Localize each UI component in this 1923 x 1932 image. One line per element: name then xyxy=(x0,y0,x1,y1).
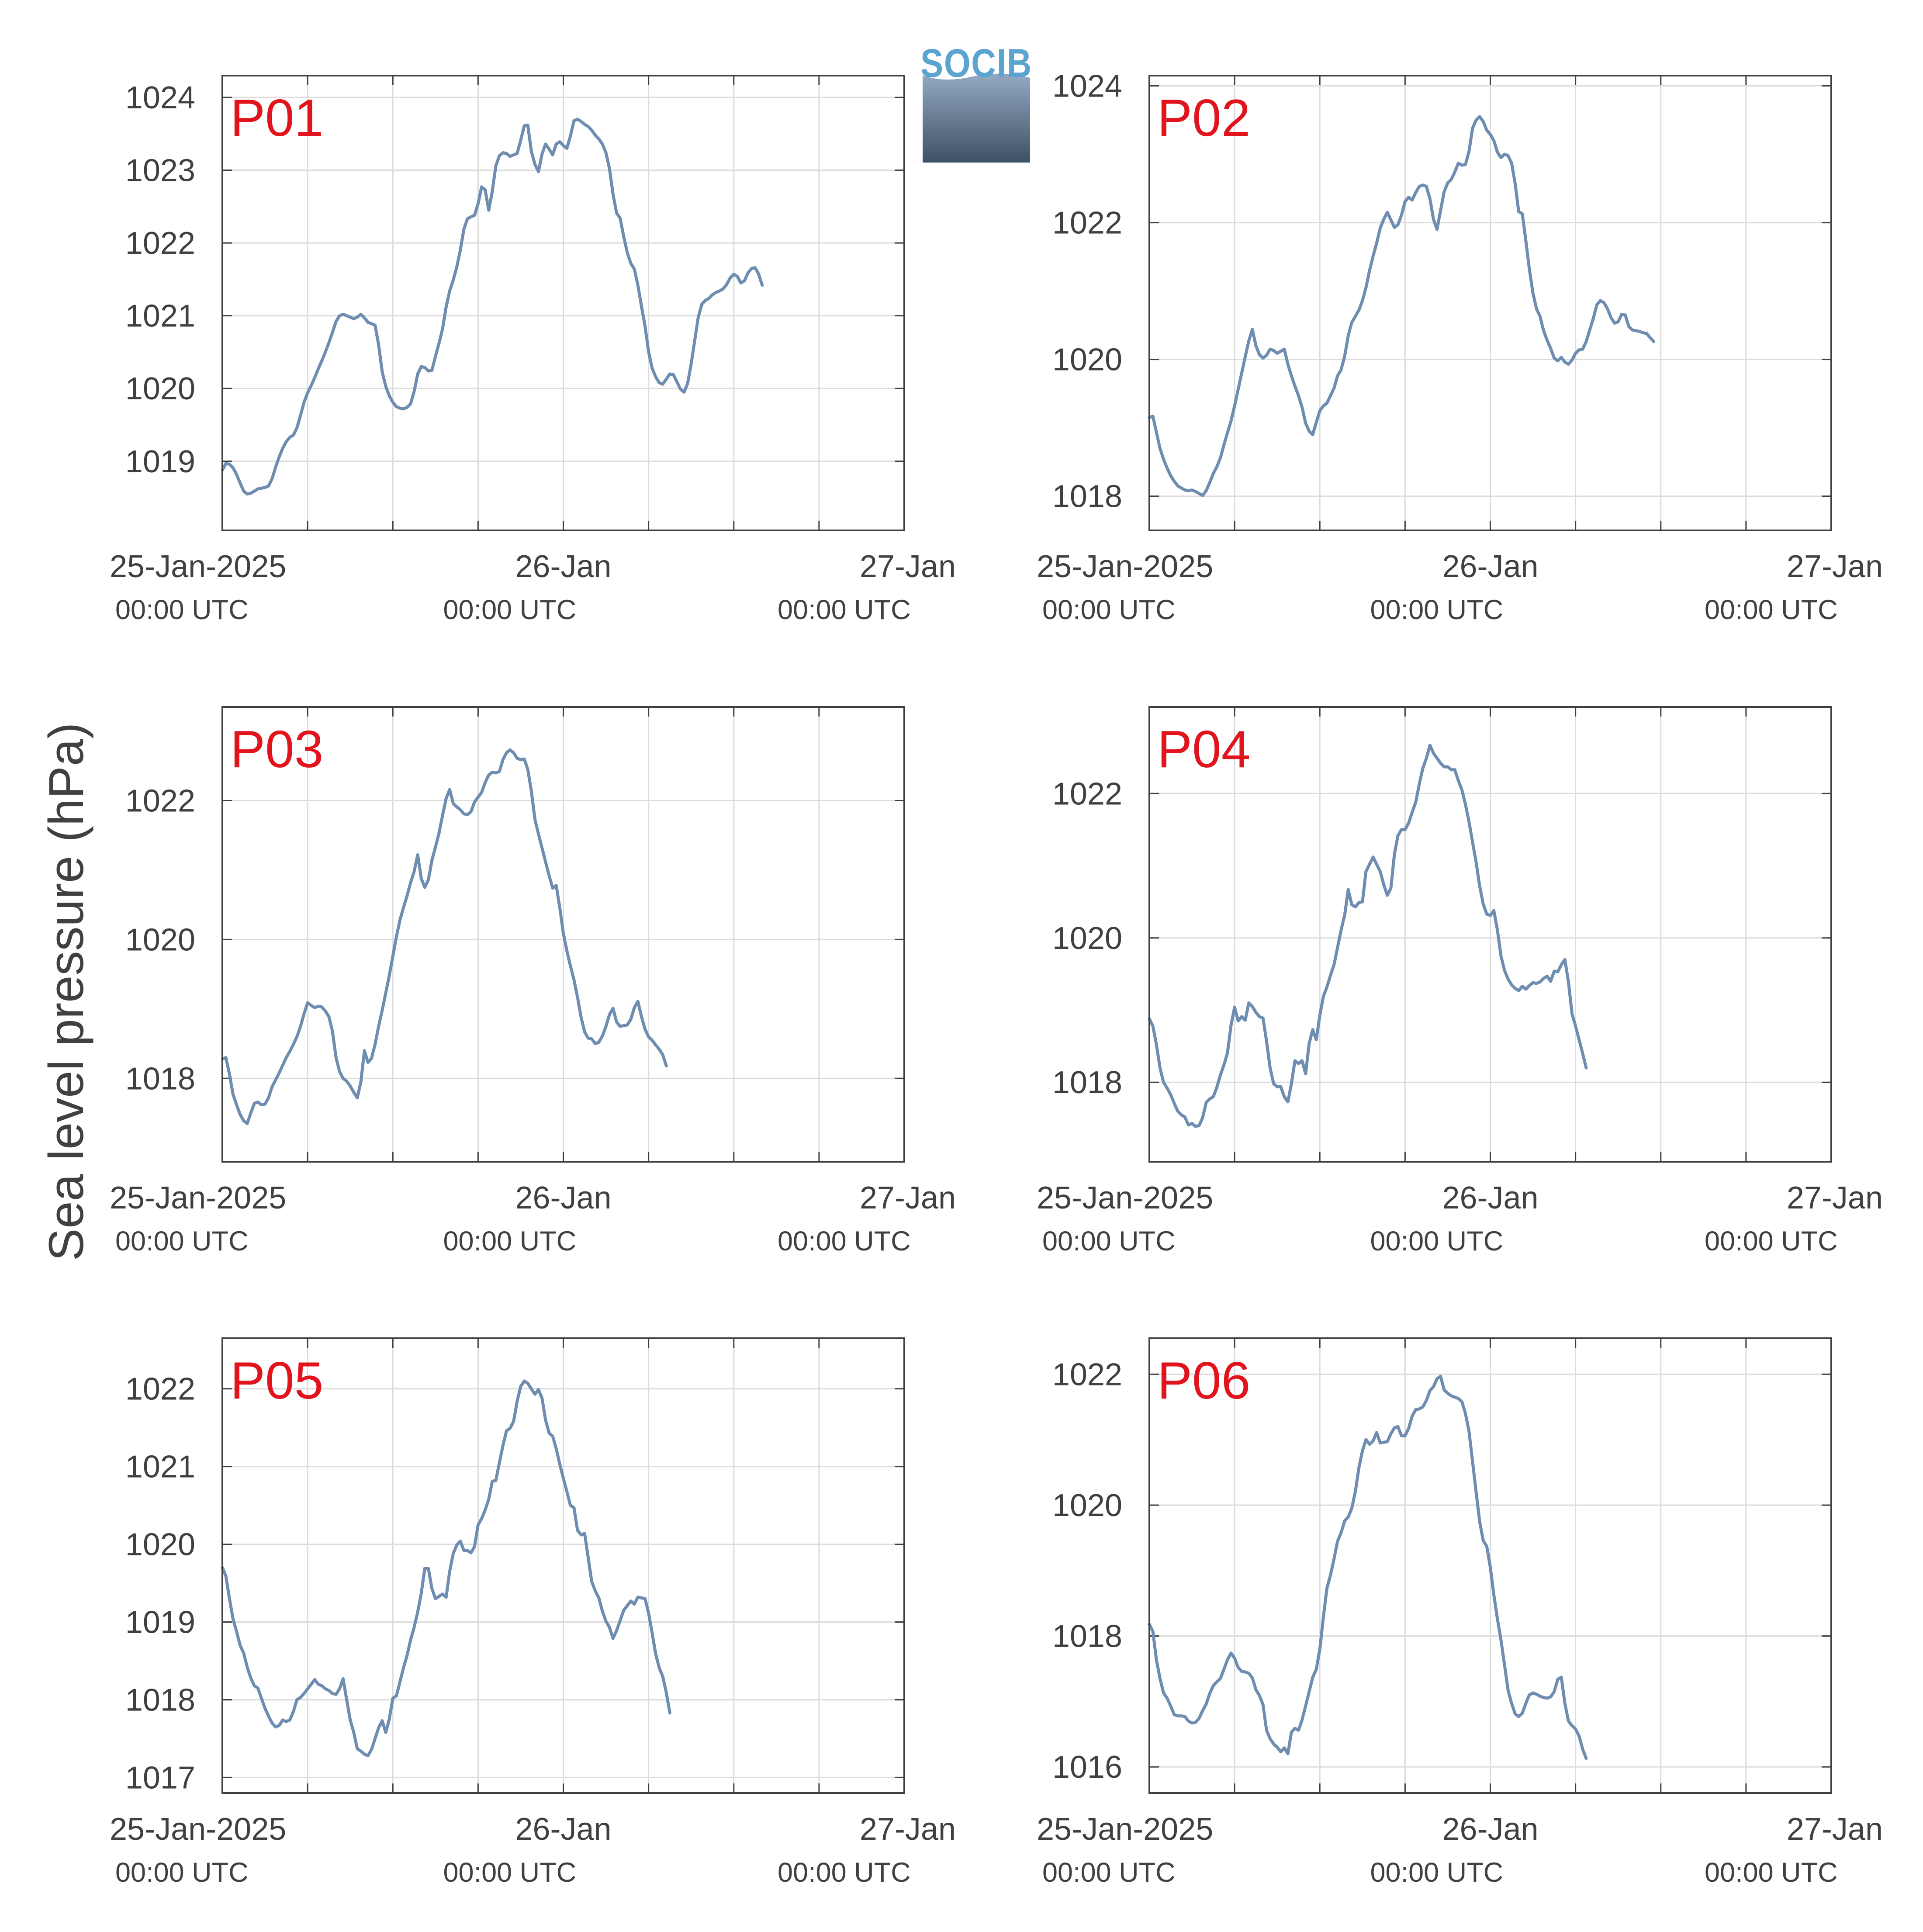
x-tick-label-date: 25-Jan-2025 xyxy=(110,1181,286,1215)
x-tick-label-time: 00:00 UTC xyxy=(443,1857,577,1888)
plot-frame xyxy=(1148,75,1832,531)
chart-panel-p05: 1017 1018 1019 1020 1021 1022 P05 25-Jan-2025 00… xyxy=(110,1337,956,1888)
x-tick-label-time: 00:00 UTC xyxy=(1705,595,1838,625)
y-tick-label: 1022 xyxy=(1052,1357,1122,1392)
pressure-series-line xyxy=(221,118,764,496)
x-tick-label-date: 27-Jan xyxy=(1787,549,1883,584)
plot-frame xyxy=(221,1337,905,1794)
y-tick-label: 1024 xyxy=(125,80,195,115)
x-tick-label-date: 25-Jan-2025 xyxy=(110,1812,286,1847)
x-tick-label-date: 25-Jan-2025 xyxy=(1037,1181,1213,1215)
x-tick-label-time: 00:00 UTC xyxy=(115,1857,249,1888)
x-tick-label-date: 27-Jan xyxy=(1787,1181,1883,1215)
y-tick-label: 1019 xyxy=(125,1605,195,1640)
chart-panel-p03: 1018 1020 1022 P03 25-Jan-2025 00:00 UTC 26-Ja… xyxy=(110,706,956,1257)
y-tick-label: 1017 xyxy=(125,1760,195,1795)
y-tick-label: 1024 xyxy=(1052,69,1122,104)
y-tick-label: 1019 xyxy=(125,444,195,479)
x-tick-label-time: 00:00 UTC xyxy=(115,1226,249,1257)
pressure-series-line xyxy=(1148,115,1655,497)
panel-label: P01 xyxy=(230,89,324,147)
y-axis-title: Sea level pressure (hPa) xyxy=(39,723,93,1261)
panel-label: P06 xyxy=(1157,1351,1251,1410)
plot-frame xyxy=(1148,1337,1832,1794)
x-tick-label-time: 00:00 UTC xyxy=(443,595,577,625)
x-tick-label-date: 25-Jan-2025 xyxy=(1037,549,1213,584)
plot-frame xyxy=(1148,706,1832,1163)
panel-label: P05 xyxy=(230,1351,324,1410)
socib-logo: SOCIB xyxy=(920,41,1032,163)
x-tick-label-time: 00:00 UTC xyxy=(1042,1226,1176,1257)
y-tick-label: 1022 xyxy=(125,784,195,819)
y-tick-label: 1020 xyxy=(125,1527,195,1562)
y-tick-label: 1016 xyxy=(1052,1750,1122,1785)
x-tick-label-date: 25-Jan-2025 xyxy=(1037,1812,1213,1847)
pressure-series-line xyxy=(221,1379,671,1758)
panel-label: P04 xyxy=(1157,720,1251,779)
x-tick-label-date: 26-Jan xyxy=(515,549,611,584)
x-tick-label-date: 26-Jan xyxy=(1442,1181,1538,1215)
x-tick-label-date: 27-Jan xyxy=(1787,1812,1883,1847)
y-tick-label: 1022 xyxy=(1052,206,1122,241)
x-tick-label-time: 00:00 UTC xyxy=(778,595,911,625)
x-tick-label-date: 26-Jan xyxy=(1442,549,1538,584)
chart-panel-p01: 1019 1020 1021 1022 1023 1024 P01 25-Jan-2025 00… xyxy=(110,75,956,625)
pressure-series-line xyxy=(1148,1375,1588,1760)
chart-panels: 1019 1020 1021 1022 1023 1024 P01 25-Jan-2025 00… xyxy=(110,69,1883,1888)
x-tick-label-time: 00:00 UTC xyxy=(1370,595,1504,625)
chart-panel-p02: 1018 1020 1022 1024 P02 25-Jan-2025 00:00 UTC 2… xyxy=(1037,69,1883,625)
logo-text: SOCIB xyxy=(920,41,1032,86)
y-tick-label: 1020 xyxy=(125,371,195,406)
x-tick-label-time: 00:00 UTC xyxy=(443,1226,577,1257)
y-tick-label: 1022 xyxy=(125,1372,195,1407)
chart-panel-p04: 1018 1020 1022 P04 25-Jan-2025 00:00 UTC 26-Ja… xyxy=(1037,706,1883,1257)
x-tick-label-date: 27-Jan xyxy=(860,1181,956,1215)
x-tick-label-time: 00:00 UTC xyxy=(778,1857,911,1888)
y-tick-label: 1018 xyxy=(1052,479,1122,514)
pressure-series-line xyxy=(221,748,668,1125)
x-tick-label-time: 00:00 UTC xyxy=(1370,1857,1504,1888)
pressure-series-line xyxy=(1148,744,1588,1128)
panel-label: P03 xyxy=(230,720,324,779)
chart-panel-p06: 1016 1018 1020 1022 P06 25-Jan-2025 00:00 UTC 2… xyxy=(1037,1337,1883,1888)
y-tick-label: 1020 xyxy=(125,922,195,957)
y-tick-label: 1021 xyxy=(125,1450,195,1485)
y-tick-label: 1018 xyxy=(125,1683,195,1717)
x-tick-label-time: 00:00 UTC xyxy=(778,1226,911,1257)
y-tick-label: 1020 xyxy=(1052,343,1122,377)
y-tick-label: 1021 xyxy=(125,299,195,334)
plot-frame xyxy=(221,706,905,1163)
x-tick-label-date: 27-Jan xyxy=(860,549,956,584)
x-tick-label-time: 00:00 UTC xyxy=(1705,1857,1838,1888)
x-tick-label-date: 27-Jan xyxy=(860,1812,956,1847)
y-tick-label: 1022 xyxy=(1052,776,1122,811)
x-tick-label-time: 00:00 UTC xyxy=(1705,1226,1838,1257)
x-tick-label-date: 26-Jan xyxy=(515,1812,611,1847)
y-tick-label: 1023 xyxy=(125,153,195,188)
y-tick-label: 1018 xyxy=(125,1061,195,1096)
plot-frame xyxy=(221,75,905,531)
y-tick-label: 1020 xyxy=(1052,921,1122,956)
x-tick-label-date: 25-Jan-2025 xyxy=(110,549,286,584)
x-tick-label-time: 00:00 UTC xyxy=(115,595,249,625)
x-tick-label-time: 00:00 UTC xyxy=(1042,1857,1176,1888)
logo-wave-icon xyxy=(923,73,1030,163)
y-tick-label: 1022 xyxy=(125,226,195,261)
panel-label: P02 xyxy=(1157,89,1251,147)
y-tick-label: 1020 xyxy=(1052,1488,1122,1523)
y-tick-label: 1018 xyxy=(1052,1619,1122,1654)
x-tick-label-time: 00:00 UTC xyxy=(1042,595,1176,625)
x-tick-label-date: 26-Jan xyxy=(515,1181,611,1215)
x-tick-label-date: 26-Jan xyxy=(1442,1812,1538,1847)
x-tick-label-time: 00:00 UTC xyxy=(1370,1226,1504,1257)
y-tick-label: 1018 xyxy=(1052,1065,1122,1100)
